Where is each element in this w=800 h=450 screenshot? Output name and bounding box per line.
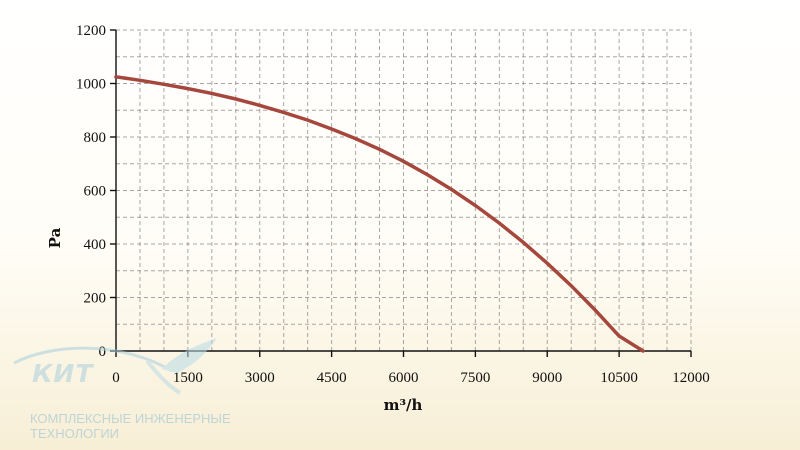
company-logo: КИТ КОМПЛЕКСНЫЕ ИНЖЕНЕРНЫЕ ТЕХНОЛОГИИ <box>12 333 242 443</box>
logo-tagline-line-2: ТЕХНОЛОГИИ <box>30 426 120 441</box>
logo-tagline-line-1: КОМПЛЕКСНЫЕ ИНЖЕНЕРНЫЕ <box>30 411 231 426</box>
x-tick-label: 12000 <box>672 370 710 386</box>
x-tick-label: 3000 <box>245 370 275 386</box>
logo-tagline: КОМПЛЕКСНЫЕ ИНЖЕНЕРНЫЕ ТЕХНОЛОГИИ <box>30 411 231 441</box>
y-tick-label: 200 <box>84 291 107 307</box>
series-layer <box>114 75 645 353</box>
grid-lines <box>116 29 692 351</box>
y-tick-label: 1200 <box>76 23 106 39</box>
y-tick-label: 600 <box>84 184 107 200</box>
tick-labels: 0 1500 3000 4500 6000 7500 9000 10500 12000 0 200 4… <box>76 23 710 386</box>
logo-swoosh-icon <box>13 338 217 395</box>
x-tick-label: 4500 <box>317 370 347 386</box>
x-axis-label: m³/h <box>384 396 423 414</box>
y-axis-label: Pa <box>46 227 64 248</box>
logo-title: КИТ <box>32 359 94 388</box>
y-tick-label: 1000 <box>76 77 106 93</box>
y-tick-label: 0 <box>99 344 107 360</box>
x-tick-label: 10500 <box>600 370 638 386</box>
x-tick-label: 0 <box>112 370 120 386</box>
series-line-0 <box>114 75 645 353</box>
x-tick-label: 9000 <box>532 370 562 386</box>
x-tick-label: 6000 <box>389 370 419 386</box>
x-tick-label: 1500 <box>173 370 203 386</box>
axes <box>110 29 692 357</box>
y-tick-label: 400 <box>84 237 107 253</box>
y-tick-label: 800 <box>84 130 107 146</box>
x-tick-label: 7500 <box>460 370 490 386</box>
